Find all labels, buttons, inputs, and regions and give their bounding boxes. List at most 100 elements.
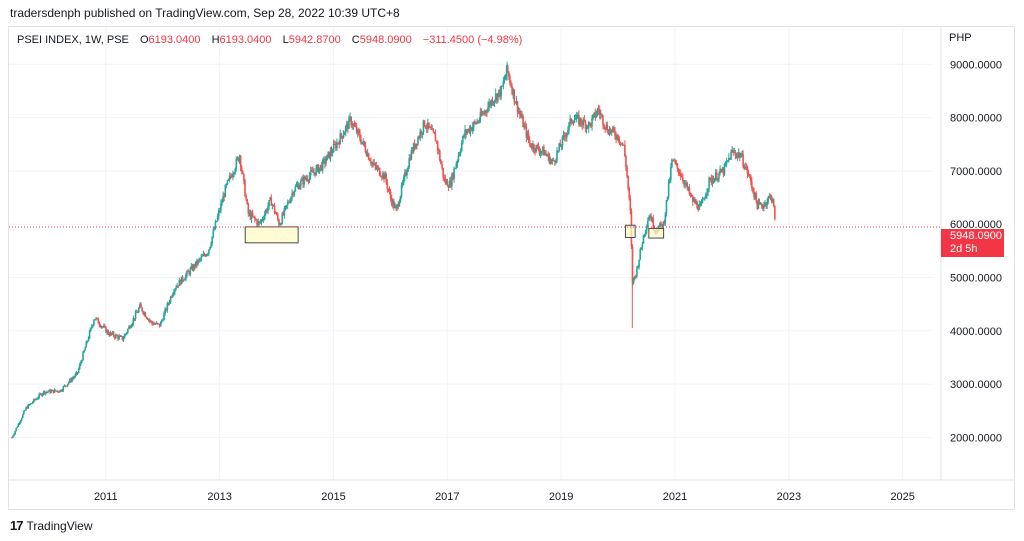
candle-body [582,119,585,126]
candle-body [225,184,228,186]
candle-body [40,393,43,396]
candle-body [407,167,409,172]
candle-body [227,178,230,181]
x-tick-label: 2013 [207,491,231,503]
candle-body [46,391,48,393]
candle-body [318,167,321,173]
support-zone-box [244,226,299,244]
candle-body [595,114,598,118]
candle-body [468,128,471,133]
candle-body [133,318,136,320]
candle-body [258,221,261,223]
low-label: L [282,34,289,46]
candle-body [423,120,426,127]
candle-body [437,149,440,152]
candle-body [69,379,71,383]
candle-body [682,177,684,182]
candle-body [709,177,712,179]
candle-body [52,389,55,393]
candle-body [61,390,64,392]
candle-body [180,276,183,285]
candle-body [81,360,83,363]
candle-body [76,372,79,374]
candle-body [214,221,217,229]
candle-body [734,151,737,155]
candle-body [688,187,691,194]
candle-body [134,312,137,319]
candle-body [432,128,435,132]
candle-body [381,176,383,178]
candle-body [477,121,479,123]
candle-body [691,196,694,202]
candle-body [278,219,280,226]
candle-body [369,159,371,162]
candle-body [399,196,402,202]
candle-body [319,164,322,168]
candle-body [247,203,250,214]
candle-body [731,150,733,152]
candle-body [84,347,86,351]
candle-body [743,166,745,169]
candle-body [431,128,434,130]
candle-body [586,125,589,129]
candle-body [87,338,90,341]
candle-body [280,223,282,225]
candle-body [246,199,249,204]
candle-body [721,168,724,173]
candle-body [233,172,235,175]
candle-body [603,125,605,128]
chart-pane[interactable] [8,26,1015,510]
candle-body [16,426,19,428]
candle-body [395,205,397,209]
candle-body [594,112,597,118]
candle-body [538,150,541,154]
candle-body [393,200,395,208]
candle-body [352,124,355,127]
candle-body [765,202,767,206]
candle-body [606,125,609,132]
candle-body [633,276,636,278]
candle-body [128,326,130,329]
candle-body [194,261,197,268]
candle-body [722,168,725,175]
candle-body [86,340,89,342]
candle-body [464,129,466,136]
candle-body [13,434,15,436]
candle-body [753,191,755,198]
candle-body [268,200,270,207]
candle-body [761,206,764,209]
candle-body [758,201,761,204]
candle-body [390,198,393,205]
candle-body [26,407,28,409]
candle-body [344,126,347,133]
candle-body [516,101,519,113]
candle-body [702,198,705,200]
candle-body [621,143,624,145]
candle-body [610,130,613,133]
candle-body [116,334,118,336]
candle-body [51,389,54,391]
candle-body [35,399,37,401]
candle-body [167,303,170,305]
candle-body [671,159,673,168]
candle-body [55,390,58,392]
candle-body [728,157,730,161]
candle-body [197,260,199,265]
candle-body [31,402,34,404]
candle-body [98,323,101,326]
candle-body [647,220,649,228]
candle-body [297,184,300,190]
candle-body [710,177,713,183]
candle-body [551,160,554,162]
candle-body [73,376,76,378]
candle-body [589,122,591,124]
candle-body [498,89,500,94]
tradingview-footer[interactable]: 17 TradingView [10,518,93,533]
y-tick-label: 6000.0000 [950,219,1002,231]
candle-body [290,197,292,203]
candle-body [724,164,727,166]
candle-body [152,323,154,325]
candle-body [120,335,123,337]
candle-body [612,127,614,131]
